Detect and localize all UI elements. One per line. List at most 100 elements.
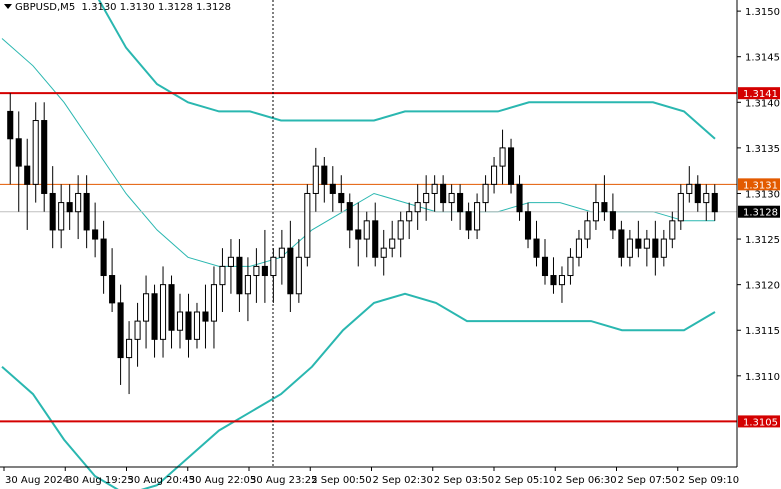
candle-bear [652, 238, 659, 258]
candle-bear [711, 192, 718, 213]
candle-bull [626, 238, 633, 258]
level-price-label: 1.3131 [743, 180, 778, 191]
candle-bull [58, 202, 65, 231]
ohlc-values: 1.3130 1.3130 1.3128 1.3128 [81, 2, 232, 13]
candle-bear [41, 120, 48, 194]
horizontal-levels: 1.3141 1.3131 1.3105 1.3128 [0, 87, 780, 428]
candle-bear [346, 202, 353, 231]
candle-bear [609, 211, 616, 231]
symbol-label: GBPUSD,M5 [15, 2, 76, 13]
candle-bull [669, 220, 676, 240]
candle-bear [15, 138, 22, 167]
candle-bull [397, 220, 404, 240]
candle-bull [227, 256, 234, 267]
candle-bull [75, 192, 82, 213]
candle-bull [312, 165, 319, 194]
candle-bull [143, 293, 150, 322]
candle-bear [261, 265, 268, 277]
candle-bull [414, 202, 421, 213]
candle-bull [584, 220, 591, 240]
candle-bull [643, 238, 650, 249]
candle-bear [338, 192, 345, 204]
candle-bull [431, 183, 438, 194]
time-tick-label: 2 Sep 00:50 [311, 475, 371, 486]
candle-bear [168, 284, 175, 331]
candle-bear [66, 202, 73, 213]
price-tick-label: 1.3135 [745, 144, 780, 155]
candle-bear [185, 311, 192, 340]
candle-bear [465, 211, 472, 231]
level-price-badge [738, 87, 780, 100]
candle-bear [109, 275, 116, 304]
candle-bear [533, 238, 540, 258]
candle-bear [507, 147, 515, 185]
candle-bear [83, 192, 90, 231]
candle-bear [287, 247, 294, 295]
candle-bull [389, 238, 396, 249]
price-tick-label: 1.3120 [745, 281, 780, 292]
candle-bull [686, 183, 693, 194]
candle-bull [448, 192, 455, 204]
time-tick-label: 2 Sep 06:30 [556, 475, 616, 486]
price-tick-label: 1.3150 [745, 7, 780, 18]
candle-bear [236, 256, 243, 295]
candle-bear [440, 183, 447, 204]
time-tick-label: 2 Sep 02:30 [373, 475, 433, 486]
candle-bear [516, 183, 523, 213]
current-price-label: 1.3128 [743, 208, 778, 219]
candle-bull [423, 192, 430, 204]
candle-bull [380, 247, 387, 258]
candle-bull [295, 256, 302, 295]
candle-bull [363, 220, 370, 240]
candle-bull [278, 247, 285, 258]
candle-bear [550, 275, 557, 286]
time-tick-label: 30 Aug 19:25 [66, 475, 133, 486]
price-tick-label: 1.3130 [745, 189, 780, 200]
dropdown-arrow-icon[interactable] [4, 4, 12, 9]
time-tick-label: 30 Aug 22:05 [189, 475, 256, 486]
candle-bull [126, 338, 133, 359]
candle-bull [567, 256, 574, 277]
candle-bull [592, 202, 599, 222]
candle-bull [703, 192, 710, 204]
time-tick-label: 2 Sep 05:10 [495, 475, 555, 486]
candle-bull [193, 311, 201, 340]
candle-bull [499, 147, 506, 167]
candle-bull [210, 284, 218, 322]
level-price-badge [738, 415, 780, 428]
candle-bull [677, 192, 684, 222]
candle-bear [524, 211, 532, 240]
candle-bull [159, 284, 167, 340]
candle-bear [49, 192, 56, 231]
bollinger-upper-line [97, 0, 716, 140]
candle-bull [660, 238, 667, 258]
candle-bear [541, 256, 549, 277]
chart-header: GBPUSD,M5 1.3130 1.3130 1.3128 1.3128 [4, 2, 231, 13]
candle-bull [558, 275, 566, 286]
candle-bull [474, 202, 481, 231]
time-tick-label: 30 Aug 2024 [5, 475, 69, 486]
candle-bear [7, 110, 14, 140]
price-axis: 1.31501.31451.31401.31351.31301.31251.31… [0, 0, 780, 468]
time-tick-label: 30 Aug 23:25 [250, 475, 317, 486]
price-tick-label: 1.3115 [745, 326, 780, 337]
candle-bull [270, 256, 277, 277]
candle-bear [635, 238, 642, 249]
candle-bear [372, 220, 379, 258]
time-tick-label: 30 Aug 20:45 [128, 475, 195, 486]
candle-bear [601, 202, 608, 213]
level-price-badge [738, 178, 780, 191]
time-tick-label: 2 Sep 03:50 [434, 475, 494, 486]
candle-bear [151, 293, 158, 340]
price-tick-label: 1.3140 [745, 98, 780, 109]
candle-bull [253, 265, 260, 277]
candle-bull [176, 311, 184, 331]
candle-bear [329, 183, 336, 194]
price-tick-label: 1.3110 [745, 372, 780, 383]
candle-bear [355, 229, 362, 240]
candle-bull [482, 183, 489, 204]
price-tick-label: 1.3125 [745, 235, 780, 246]
